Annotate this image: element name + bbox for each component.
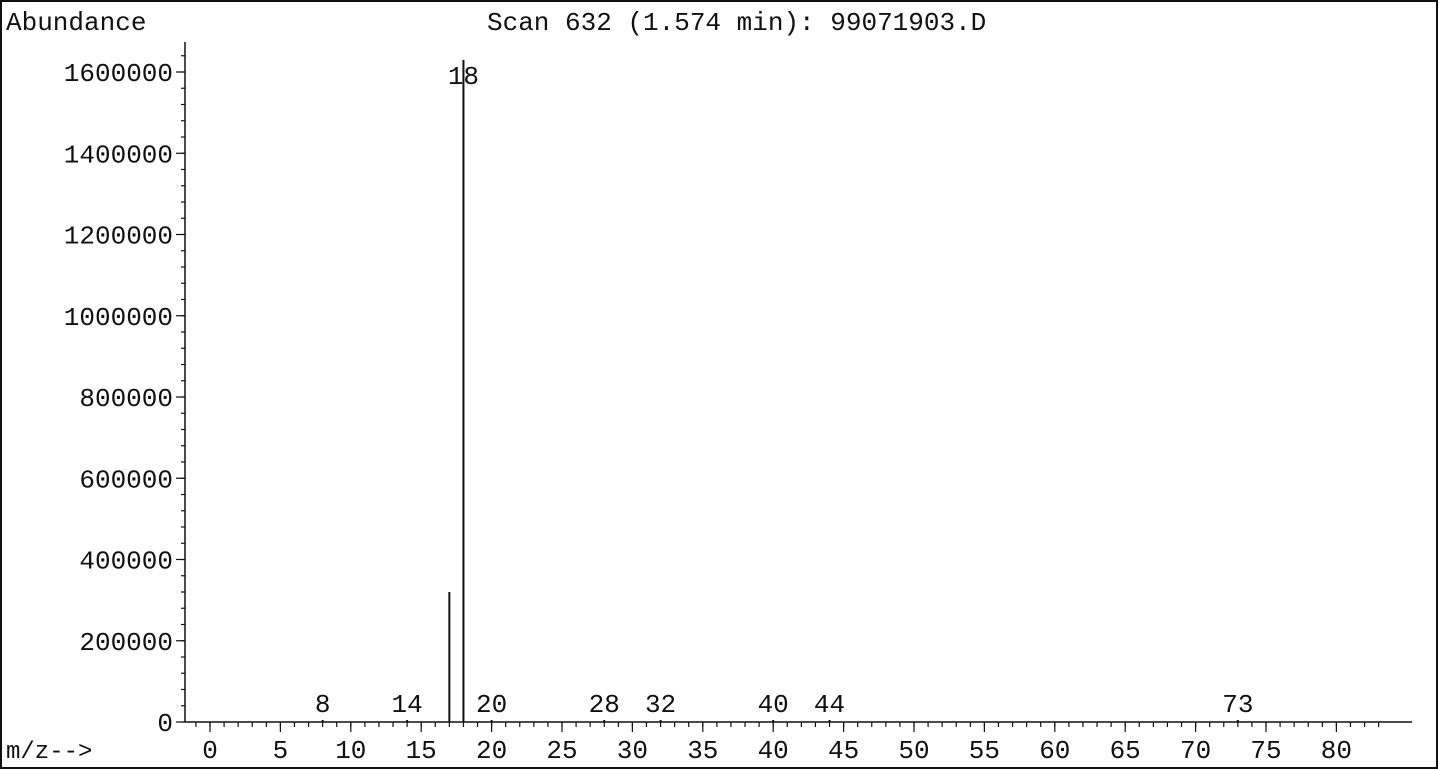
peaks: 8 14 18 20 28 32 40 44 73 (315, 59, 1253, 722)
x-tick-label: 10 (335, 736, 366, 766)
x-tick-label: 30 (617, 736, 648, 766)
x-tick-label: 50 (898, 736, 929, 766)
chart-title: Scan 632 (1.574 min): 99071903.D (487, 8, 986, 38)
x-tick-label: 20 (476, 736, 507, 766)
x-tick-label: 60 (1039, 736, 1070, 766)
peak-label-mz-8: 8 (315, 690, 331, 720)
y-tick-label: 400000 (79, 547, 173, 577)
peak-label-mz-28: 28 (589, 690, 620, 720)
y-tick-label: 0 (157, 709, 173, 739)
x-tick-label: 65 (1110, 736, 1141, 766)
y-axis-label: Abundance (6, 8, 146, 38)
x-tick-label: 80 (1321, 736, 1352, 766)
x-tick-label: 45 (828, 736, 859, 766)
x-tick-label: 0 (202, 736, 218, 766)
x-tick-label: 75 (1250, 736, 1281, 766)
peak-label-mz-40: 40 (758, 690, 789, 720)
x-tick-label: 15 (406, 736, 437, 766)
x-ticks: 0 5 10 15 20 25 30 35 40 45 50 55 60 65 70 75 80 (202, 722, 1352, 766)
y-tick-label: 1200000 (64, 222, 173, 252)
peak-label-mz-32: 32 (645, 690, 676, 720)
y-tick-label: 800000 (79, 384, 173, 414)
x-tick-label: 5 (273, 736, 289, 766)
y-tick-label: 1000000 (64, 303, 173, 333)
peak-label-mz-44: 44 (814, 690, 845, 720)
x-axis-label: m/z--> (6, 739, 92, 766)
peak-label-mz-73: 73 (1222, 690, 1253, 720)
x-tick-label: 70 (1180, 736, 1211, 766)
y-ticks: 0 200000 400000 600000 800000 1000000 1200000 1… (64, 59, 185, 739)
x-tick-label: 25 (546, 736, 577, 766)
peak-label-mz-14: 14 (392, 690, 423, 720)
x-tick-label: 40 (758, 736, 789, 766)
minor-ticks (181, 55, 1380, 727)
peak-label-mz-18: 18 (448, 62, 479, 92)
y-tick-label: 600000 (79, 465, 173, 495)
peak-label-mz-20: 20 (476, 690, 507, 720)
x-tick-label: 55 (969, 736, 1000, 766)
y-tick-label: 200000 (79, 628, 173, 658)
y-tick-label: 1400000 (64, 140, 173, 170)
y-tick-label: 1600000 (64, 59, 173, 89)
x-tick-label: 35 (687, 736, 718, 766)
